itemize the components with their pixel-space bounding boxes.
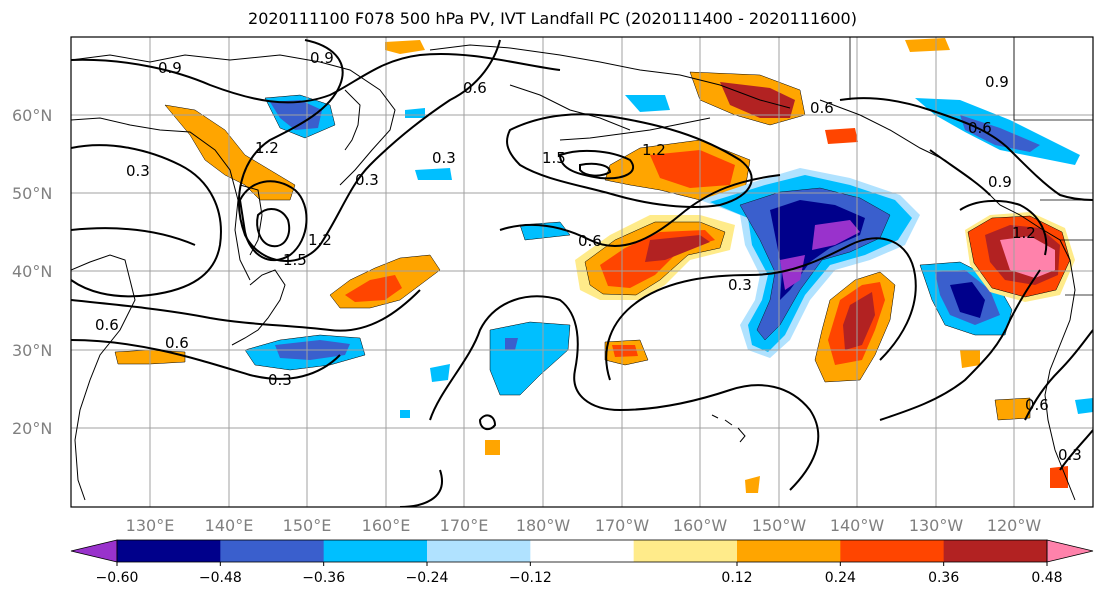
lon-label: 160°E — [362, 516, 411, 535]
lat-label: 20°N — [12, 419, 52, 438]
lon-label: 120°W — [987, 516, 1042, 535]
contour-label: 0.3 — [728, 276, 752, 294]
contour-label: 0.6 — [95, 316, 119, 334]
pv-contours — [71, 39, 1093, 507]
colorbar-tick-label: 0.12 — [721, 570, 752, 586]
map-frame — [70, 36, 1094, 508]
colorbar: −0.60 −0.48 −0.36 −0.24 −0.12 0.12 0.24 0.36 0.4… — [70, 539, 1094, 586]
contour-label: 0.9 — [310, 49, 334, 67]
colorbar-segment — [737, 540, 841, 562]
contour-label: 0.6 — [165, 334, 189, 352]
lon-label: 150°W — [752, 516, 807, 535]
contour-labels: 0.9 0.9 0.6 0.6 1.2 0.3 0.3 1.5 1.2 0.6 … — [95, 49, 1082, 464]
lat-label: 50°N — [12, 184, 52, 203]
lon-label: 140°E — [205, 516, 254, 535]
contour-label: 0.6 — [463, 79, 487, 97]
longitude-labels: 130°E 140°E 150°E 160°E 170°E 180°W 170°… — [126, 516, 1042, 535]
colorbar-segment — [530, 540, 635, 562]
colorbar-segment — [323, 540, 428, 562]
colorbar-tick-label: −0.24 — [406, 570, 449, 586]
lat-label: 60°N — [12, 106, 52, 125]
colorbar-segment — [840, 540, 945, 562]
contour-label: 0.3 — [355, 171, 379, 189]
lon-label: 160°W — [673, 516, 728, 535]
colorbar-segment — [220, 540, 325, 562]
colorbar-segment — [427, 540, 531, 562]
contour-label: 0.3 — [432, 149, 456, 167]
colorbar-tick-label: 0.48 — [1031, 570, 1062, 586]
contour-label: 1.2 — [1012, 224, 1036, 242]
contour-label: 1.2 — [642, 141, 666, 159]
colorbar-extend-min — [70, 539, 118, 563]
lon-label: 180°W — [516, 516, 571, 535]
contour-label: 0.3 — [126, 162, 150, 180]
lat-label: 40°N — [12, 262, 52, 281]
lon-label: 130°W — [909, 516, 964, 535]
contour-label: 1.5 — [283, 251, 307, 269]
colorbar-segment — [943, 540, 1048, 562]
colorbar-tick-label: −0.12 — [509, 570, 552, 586]
political-boundaries — [849, 37, 1093, 296]
colorbar-tick-label: 0.24 — [825, 570, 856, 586]
colorbar-tick-label: −0.36 — [302, 570, 345, 586]
colorbar-extend-max — [1046, 539, 1094, 563]
colorbar-segment — [117, 540, 221, 562]
contour-label: 0.6 — [1025, 396, 1049, 414]
colorbar-tick-label: −0.60 — [96, 570, 139, 586]
lon-label: 130°E — [126, 516, 175, 535]
contour-label: 0.6 — [578, 232, 602, 250]
lon-label: 170°E — [440, 516, 489, 535]
contour-label: 1.2 — [308, 231, 332, 249]
colorbar-tick-label: −0.48 — [199, 570, 242, 586]
contour-label: 0.9 — [988, 173, 1012, 191]
colorbar-tick-label: 0.36 — [928, 570, 959, 586]
contour-label: 1.2 — [255, 139, 279, 157]
lon-label: 150°E — [283, 516, 332, 535]
lon-label: 140°W — [830, 516, 885, 535]
contour-label: 0.3 — [1058, 446, 1082, 464]
map-title: 2020111100 F078 500 hPa PV, IVT Landfall… — [248, 9, 857, 28]
contour-label: 0.3 — [268, 371, 292, 389]
contour-label: 0.6 — [968, 119, 992, 137]
contour-label: 0.6 — [810, 99, 834, 117]
contour-label: 1.5 — [542, 149, 566, 167]
colorbar-segment — [633, 540, 738, 562]
latitude-labels: 60°N 50°N 40°N 30°N 20°N — [12, 106, 52, 438]
lon-label: 170°W — [595, 516, 650, 535]
lat-label: 30°N — [12, 341, 52, 360]
contour-label: 0.9 — [985, 73, 1009, 91]
contour-label: 0.9 — [158, 59, 182, 77]
